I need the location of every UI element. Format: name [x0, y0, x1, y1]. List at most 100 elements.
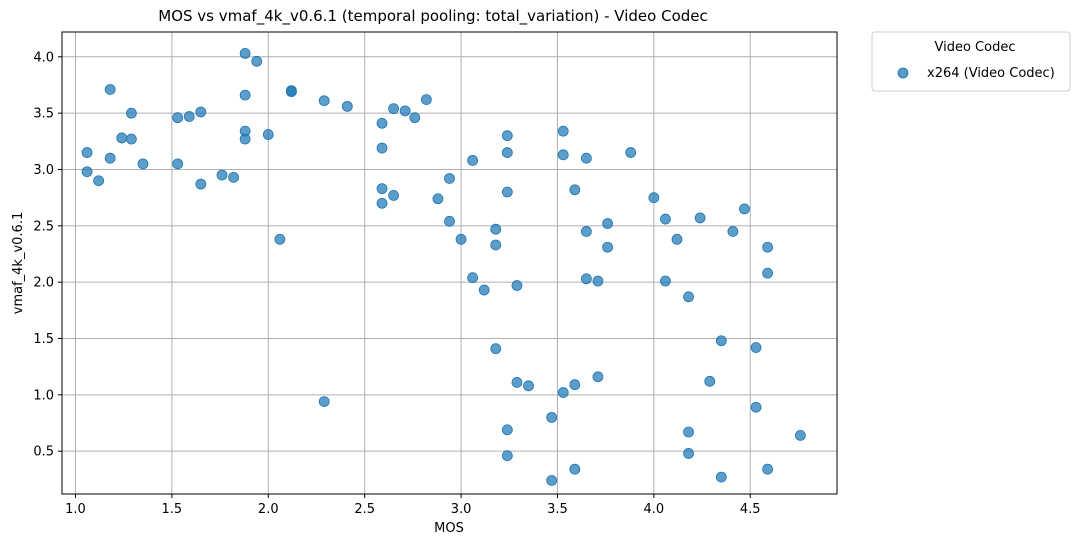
data-point	[376, 142, 388, 154]
data-point	[569, 379, 581, 391]
data-point	[592, 275, 604, 287]
data-point	[376, 197, 388, 209]
data-point	[318, 95, 330, 107]
data-point	[262, 129, 274, 140]
data-point	[750, 401, 762, 413]
plot-frame	[61, 31, 838, 495]
data-point	[104, 84, 116, 95]
data-point	[467, 155, 479, 166]
data-point	[715, 335, 727, 347]
data-point	[694, 212, 706, 224]
data-point	[251, 55, 263, 67]
data-point	[704, 375, 716, 387]
data-point	[762, 241, 773, 253]
data-point	[490, 343, 502, 355]
data-point	[569, 184, 581, 196]
data-point	[580, 226, 592, 237]
data-point	[683, 291, 694, 303]
y-tick-label: 3.5	[33, 107, 54, 122]
data-point	[444, 215, 455, 227]
data-point	[239, 133, 251, 145]
data-point	[794, 430, 806, 441]
data-point	[557, 387, 569, 398]
data-point	[376, 117, 388, 129]
data-point	[388, 189, 399, 201]
x-tick-label: 2.0	[258, 502, 279, 517]
data-point	[546, 411, 558, 423]
data-point	[490, 239, 502, 251]
y-tick-label: 2.5	[33, 219, 54, 234]
data-point	[239, 48, 251, 59]
data-point	[511, 377, 523, 388]
data-point	[183, 111, 195, 122]
data-point	[490, 223, 502, 235]
data-point	[228, 171, 239, 183]
y-tick-label: 3.0	[33, 163, 54, 178]
data-point	[648, 192, 660, 204]
legend-frame	[871, 31, 1071, 92]
y-tick-label: 2.0	[33, 276, 54, 291]
data-point	[762, 267, 773, 279]
x-tick-label: 3.5	[547, 502, 568, 517]
data-point	[625, 147, 637, 158]
x-tick-label: 3.0	[451, 502, 472, 517]
x-tick-label: 1.5	[162, 502, 183, 517]
data-point	[660, 275, 671, 287]
chart-title: MOS vs vmaf_4k_v0.6.1 (temporal pooling:…	[158, 7, 708, 26]
data-point	[580, 152, 592, 164]
data-points	[81, 48, 806, 486]
data-point	[444, 173, 455, 184]
data-point	[580, 273, 592, 285]
data-point	[683, 448, 694, 459]
y-tick-label: 0.5	[33, 445, 54, 460]
data-point	[432, 193, 444, 205]
y-tick-label: 4.0	[33, 50, 54, 65]
data-point	[93, 175, 105, 187]
data-point	[660, 213, 671, 225]
data-point	[683, 426, 694, 438]
data-point	[569, 463, 581, 475]
x-tick-label: 2.5	[354, 502, 375, 517]
data-point	[557, 149, 569, 161]
data-point	[81, 166, 93, 178]
data-point	[546, 475, 558, 486]
data-point	[592, 371, 604, 383]
grid-lines	[62, 32, 837, 494]
x-tick-label: 4.0	[644, 502, 665, 517]
data-point	[116, 132, 128, 144]
legend-series-label: x264 (Video Codec)	[927, 66, 1055, 81]
data-point	[467, 272, 479, 284]
data-point	[376, 183, 388, 195]
legend-marker	[897, 67, 909, 79]
legend: Video Codec x264 (Video Codec)	[871, 31, 1071, 92]
y-tick-label: 1.5	[33, 332, 54, 347]
y-tick-label: 1.0	[33, 388, 54, 403]
data-point	[762, 463, 773, 475]
data-point	[455, 233, 467, 245]
data-point	[501, 147, 513, 158]
x-tick-label: 4.5	[740, 502, 761, 517]
data-point	[216, 169, 228, 181]
data-point	[239, 89, 251, 101]
data-point	[727, 226, 739, 237]
data-point	[511, 280, 523, 291]
data-point	[557, 125, 569, 137]
data-point	[501, 450, 513, 462]
data-point	[399, 105, 411, 117]
data-point	[195, 178, 207, 190]
data-point	[501, 186, 513, 198]
data-point	[126, 107, 137, 119]
data-point	[523, 380, 534, 392]
data-point	[318, 396, 330, 408]
data-point	[388, 103, 399, 115]
data-point	[715, 471, 727, 483]
data-point	[172, 158, 184, 170]
x-axis-title: MOS	[434, 521, 464, 536]
data-point	[81, 147, 93, 158]
data-point	[341, 100, 353, 112]
data-point	[195, 106, 207, 118]
data-point	[478, 284, 490, 296]
data-point	[739, 203, 750, 215]
data-point	[104, 152, 116, 164]
